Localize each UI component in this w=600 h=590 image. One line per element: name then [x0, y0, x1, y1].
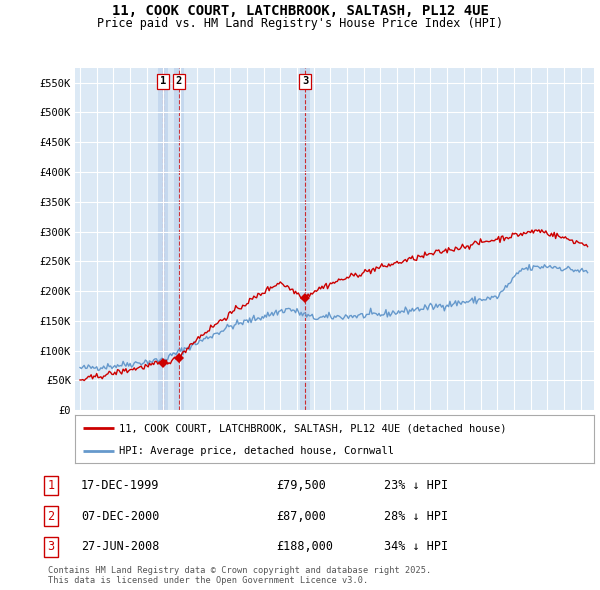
Text: 11, COOK COURT, LATCHBROOK, SALTASH, PL12 4UE: 11, COOK COURT, LATCHBROOK, SALTASH, PL1…: [112, 4, 488, 18]
Text: 27-JUN-2008: 27-JUN-2008: [81, 540, 160, 553]
Text: Price paid vs. HM Land Registry's House Price Index (HPI): Price paid vs. HM Land Registry's House …: [97, 17, 503, 30]
Text: 28% ↓ HPI: 28% ↓ HPI: [384, 510, 448, 523]
Text: £188,000: £188,000: [276, 540, 333, 553]
Text: 3: 3: [47, 540, 55, 553]
Text: 1: 1: [47, 479, 55, 492]
Text: Contains HM Land Registry data © Crown copyright and database right 2025.
This d: Contains HM Land Registry data © Crown c…: [48, 566, 431, 585]
Text: 11, COOK COURT, LATCHBROOK, SALTASH, PL12 4UE (detached house): 11, COOK COURT, LATCHBROOK, SALTASH, PL1…: [119, 423, 506, 433]
Text: HPI: Average price, detached house, Cornwall: HPI: Average price, detached house, Corn…: [119, 446, 394, 456]
Text: 17-DEC-1999: 17-DEC-1999: [81, 479, 160, 492]
Text: £79,500: £79,500: [276, 479, 326, 492]
Text: 23% ↓ HPI: 23% ↓ HPI: [384, 479, 448, 492]
Text: 2: 2: [47, 510, 55, 523]
Bar: [174, 68, 184, 410]
Text: 3: 3: [302, 76, 308, 86]
Bar: [158, 68, 168, 410]
Text: £87,000: £87,000: [276, 510, 326, 523]
Text: 2: 2: [176, 76, 182, 86]
Text: 1: 1: [160, 76, 166, 86]
Bar: [300, 68, 310, 410]
Text: 07-DEC-2000: 07-DEC-2000: [81, 510, 160, 523]
Text: 34% ↓ HPI: 34% ↓ HPI: [384, 540, 448, 553]
